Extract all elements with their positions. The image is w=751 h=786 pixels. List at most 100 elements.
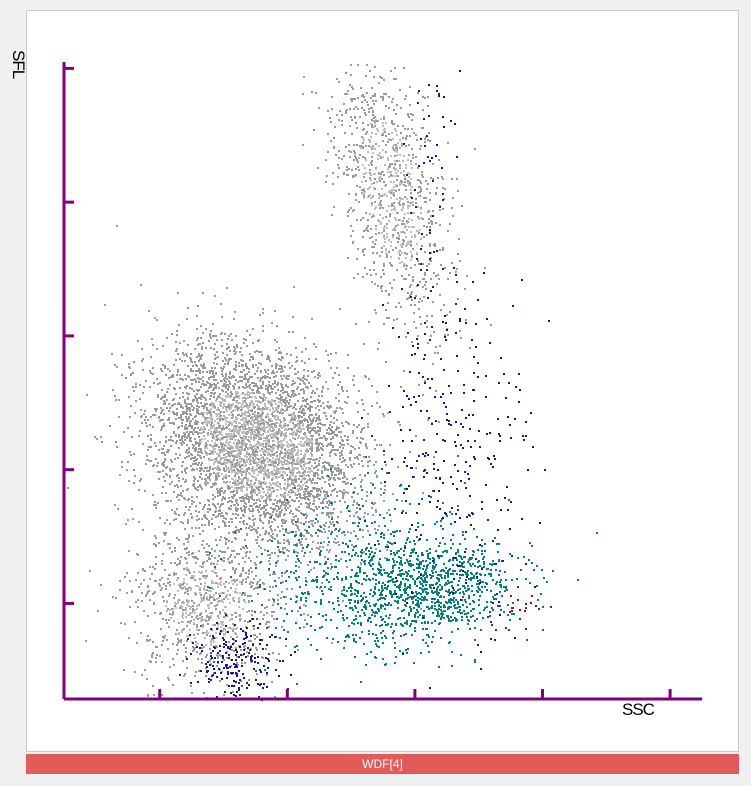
data-point: [291, 416, 293, 418]
data-point: [210, 392, 212, 394]
data-point: [260, 397, 262, 399]
data-point: [285, 502, 287, 504]
data-point: [293, 544, 295, 546]
data-point: [114, 364, 116, 366]
data-point: [246, 489, 248, 491]
data-point: [249, 505, 251, 507]
data-point: [234, 430, 236, 432]
data-point: [174, 485, 176, 487]
data-point: [192, 433, 194, 435]
data-point: [221, 473, 223, 475]
data-point: [253, 429, 255, 431]
data-point: [186, 385, 188, 387]
data-point: [332, 446, 334, 448]
data-point: [274, 339, 276, 341]
data-point: [171, 481, 173, 483]
data-point: [228, 525, 230, 527]
data-point: [333, 422, 335, 424]
data-point: [216, 409, 218, 411]
data-point: [224, 363, 226, 365]
data-point: [190, 379, 192, 381]
data-point: [217, 422, 219, 424]
data-point: [316, 482, 318, 484]
data-point: [101, 441, 103, 443]
data-point: [283, 439, 285, 441]
data-point: [262, 522, 264, 524]
data-point: [304, 418, 306, 420]
data-point: [312, 495, 314, 497]
data-point: [179, 374, 181, 376]
data-point: [171, 422, 173, 424]
data-point: [241, 510, 243, 512]
data-point: [238, 397, 240, 399]
data-point: [294, 492, 296, 494]
data-point: [186, 449, 188, 451]
data-point: [189, 387, 191, 389]
data-point: [156, 408, 158, 410]
data-point: [221, 451, 223, 453]
data-point: [223, 448, 225, 450]
data-point: [313, 467, 315, 469]
data-point: [362, 438, 364, 440]
data-point: [234, 409, 236, 411]
data-point: [135, 386, 137, 388]
data-point: [253, 524, 255, 526]
data-point: [262, 451, 264, 453]
data-point: [238, 432, 240, 434]
data-point: [227, 361, 229, 363]
data-point: [173, 519, 175, 521]
data-point: [200, 386, 202, 388]
data-point: [227, 393, 229, 395]
data-point: [258, 486, 260, 488]
data-point: [359, 474, 361, 476]
data-point: [162, 364, 164, 366]
data-point: [160, 412, 162, 414]
data-point: [271, 322, 273, 324]
data-point: [313, 343, 315, 345]
data-point: [140, 416, 142, 418]
data-point: [325, 415, 327, 417]
data-point: [203, 384, 205, 386]
data-point: [346, 439, 348, 441]
data-point: [309, 502, 311, 504]
data-point: [188, 451, 190, 453]
data-point: [330, 494, 332, 496]
data-point: [203, 515, 205, 517]
data-point: [271, 491, 273, 493]
data-point: [277, 481, 279, 483]
data-point: [291, 390, 293, 392]
data-point: [287, 424, 289, 426]
data-point: [318, 506, 320, 508]
data-point: [335, 352, 337, 354]
data-point: [363, 427, 365, 429]
data-point: [224, 490, 226, 492]
data-point: [371, 507, 373, 509]
data-point: [293, 519, 295, 521]
data-point: [285, 520, 287, 522]
data-point: [249, 473, 251, 475]
data-point: [310, 430, 312, 432]
data-point: [273, 503, 275, 505]
data-point: [260, 464, 262, 466]
data-point: [331, 426, 333, 428]
data-point: [235, 507, 237, 509]
data-point: [222, 360, 224, 362]
data-point: [204, 420, 206, 422]
data-point: [152, 373, 154, 375]
data-point: [176, 484, 178, 486]
data-point: [201, 478, 203, 480]
data-point: [249, 359, 251, 361]
data-point: [154, 442, 156, 444]
data-point: [285, 397, 287, 399]
data-point: [233, 494, 235, 496]
data-point: [299, 495, 301, 497]
data-point: [236, 407, 238, 409]
data-point: [216, 427, 218, 429]
data-point: [225, 433, 227, 435]
data-point: [125, 377, 127, 379]
data-point: [298, 471, 300, 473]
data-point: [353, 463, 355, 465]
data-point: [257, 509, 259, 511]
data-point: [265, 397, 267, 399]
data-point: [207, 432, 209, 434]
